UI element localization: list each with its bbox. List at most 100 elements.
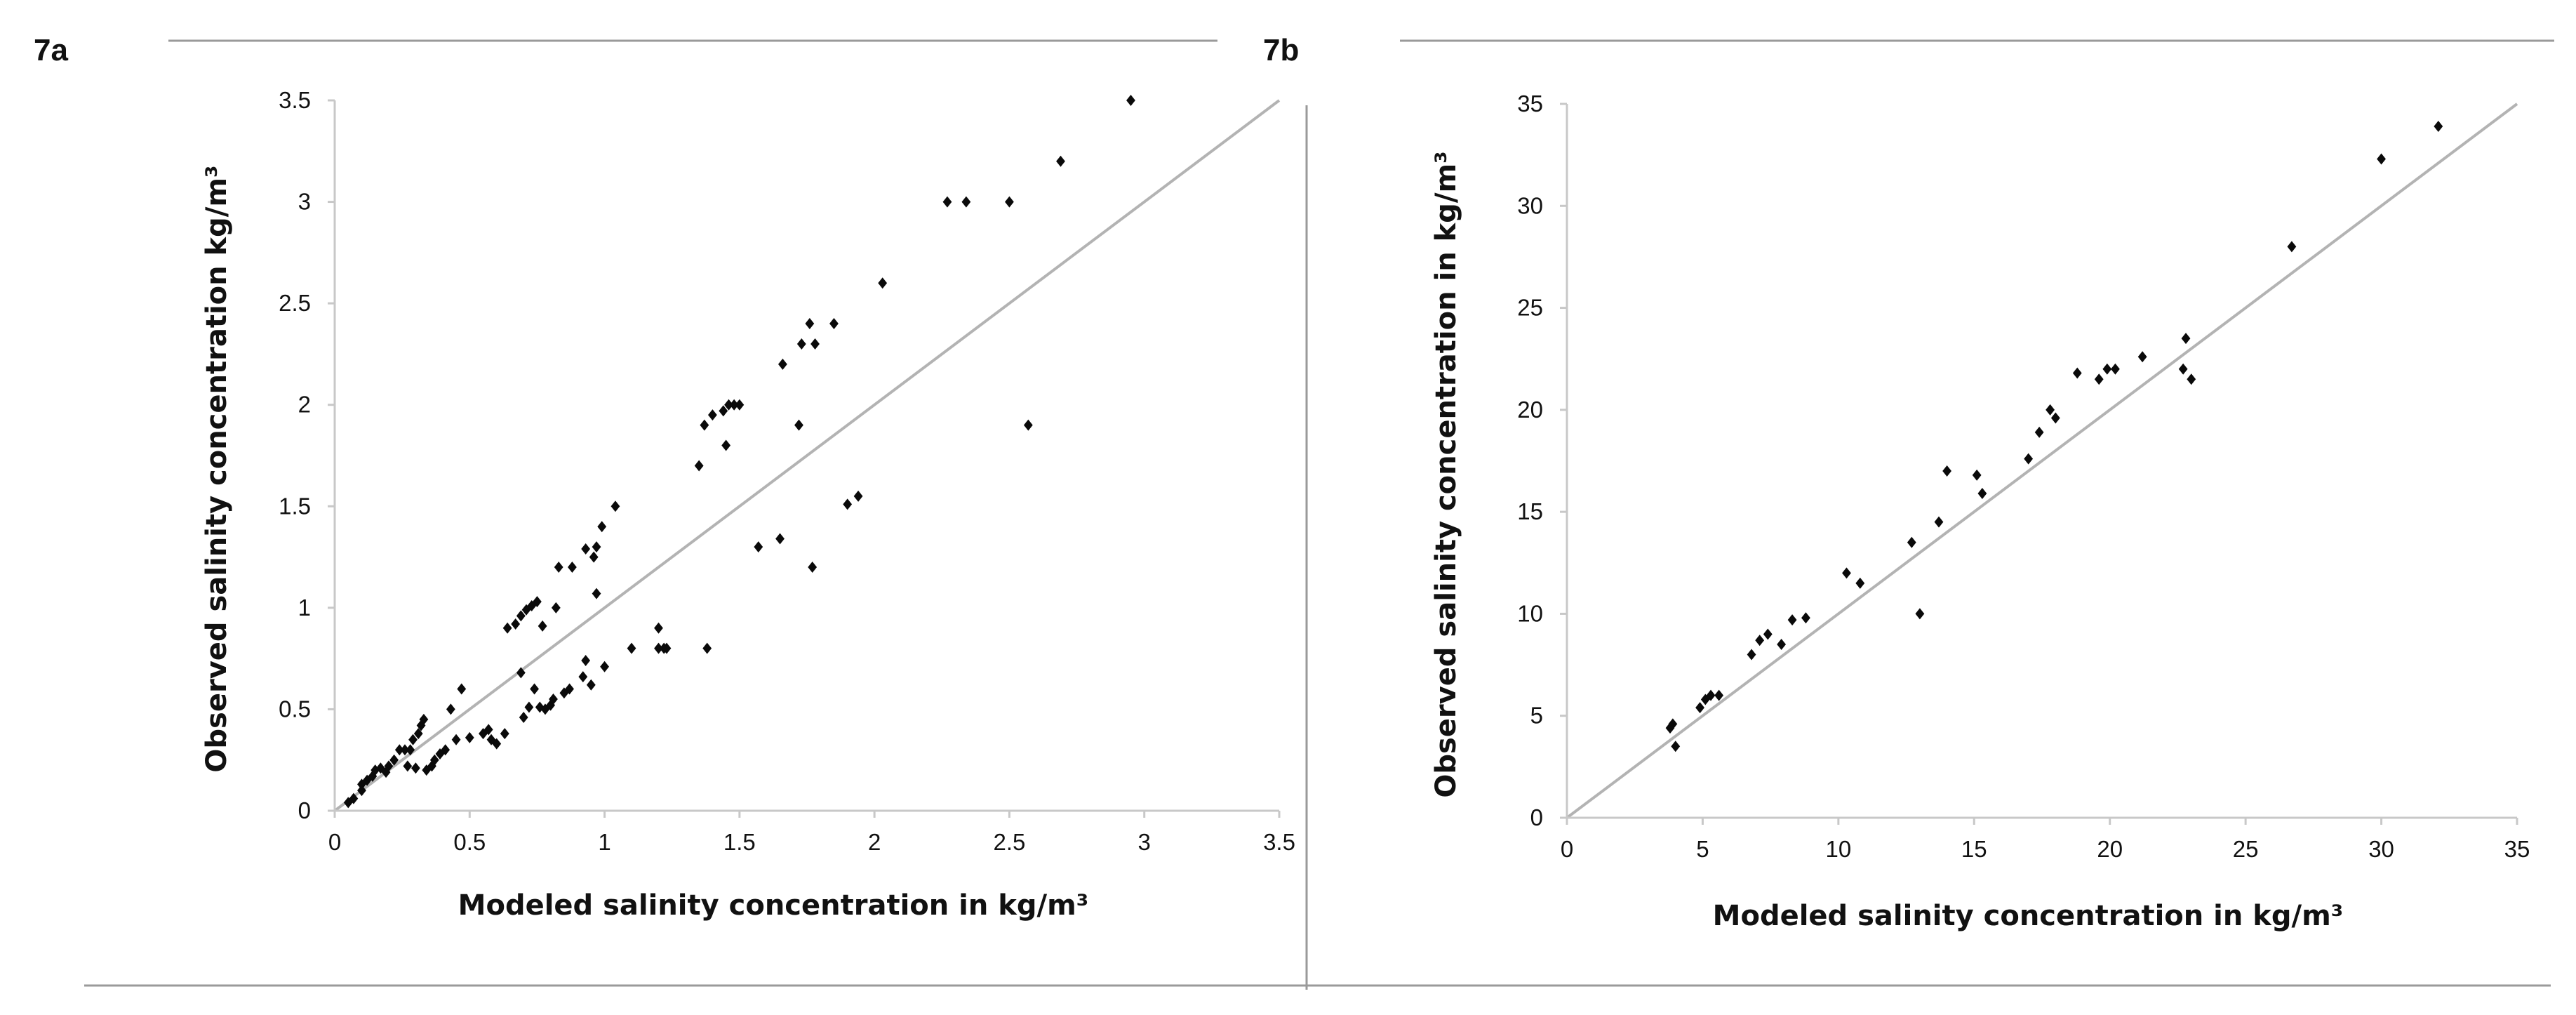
data-point-7a <box>403 760 413 772</box>
data-point-7b <box>1972 469 1982 481</box>
data-point-7a <box>565 683 574 695</box>
data-point-7a <box>349 792 359 804</box>
data-point-7a <box>492 738 502 750</box>
data-point-7a <box>662 642 672 654</box>
data-point-7b <box>1671 741 1681 752</box>
data-point-7a <box>794 419 803 431</box>
data-point-7a <box>1126 95 1135 106</box>
data-point-7a <box>530 683 539 695</box>
data-point-7a <box>586 679 596 691</box>
x-tick-label-7b: 0 <box>1561 836 1573 862</box>
data-point-7a <box>413 728 423 740</box>
data-point-7a <box>408 734 418 745</box>
data-point-7a <box>524 701 534 713</box>
x-tick-label-7b: 25 <box>2233 836 2259 862</box>
data-point-7b <box>2137 351 2147 363</box>
data-point-7a <box>721 439 731 451</box>
data-point-7a <box>419 713 429 725</box>
data-point-7a <box>1005 196 1014 208</box>
data-point-7b <box>1915 608 1925 620</box>
y-tick-label-7a: 1 <box>298 595 311 621</box>
data-point-7b <box>2111 363 2120 375</box>
y-tick-label-7a: 0.5 <box>279 696 311 722</box>
x-tick-label-7a: 0.5 <box>453 829 486 855</box>
data-point-7a <box>878 277 888 289</box>
data-point-7a <box>483 724 493 736</box>
data-point-7b <box>1907 536 1916 548</box>
data-point-7b <box>2187 373 2196 385</box>
data-point-7a <box>592 541 601 553</box>
data-point-7a <box>796 338 806 350</box>
data-point-7a <box>719 405 728 417</box>
data-point-7b <box>2178 363 2188 375</box>
data-point-7a <box>581 543 591 555</box>
data-point-7a <box>343 797 353 809</box>
data-point-7a <box>451 734 461 745</box>
data-point-7a <box>389 754 399 766</box>
data-point-7a <box>1056 155 1065 167</box>
data-point-7a <box>502 622 512 634</box>
y-axis-title-7a: Observed salinity concentration kg/m³ <box>201 165 233 772</box>
data-point-7a <box>778 358 787 370</box>
data-point-7b <box>1747 649 1756 661</box>
panel-label-a: 7a <box>34 33 68 67</box>
data-point-7a <box>810 338 820 350</box>
x-axis-title-7a: Modeled salinity concentration in kg/m³ <box>458 889 1089 922</box>
data-point-7a <box>400 744 410 756</box>
reference-line-7b <box>1566 102 2518 819</box>
data-point-7a <box>589 551 599 563</box>
data-point-7a <box>549 693 558 705</box>
data-point-7a <box>511 618 521 630</box>
data-point-7a <box>581 655 591 667</box>
y-tick-label-7b: 20 <box>1517 397 1543 423</box>
data-point-7b <box>1801 612 1810 624</box>
x-tick-label-7a: 2 <box>868 829 881 855</box>
data-point-7a <box>702 642 712 654</box>
x-tick-label-7a: 0 <box>328 829 341 855</box>
data-point-7a <box>465 731 474 743</box>
data-point-7b <box>1977 487 1987 499</box>
data-point-7a <box>533 596 542 608</box>
data-point-7a <box>724 399 733 411</box>
data-point-7a <box>441 744 451 756</box>
data-point-7b <box>1668 718 1678 730</box>
data-point-7b <box>2102 363 2112 375</box>
data-point-7a <box>708 409 717 421</box>
panel-label-b: 7b <box>1263 33 1299 67</box>
data-point-7a <box>610 500 620 512</box>
y-tick-label-7b: 10 <box>1517 600 1543 626</box>
data-point-7a <box>516 610 526 622</box>
x-tick-label-7b: 15 <box>1961 836 1987 862</box>
x-tick-label-7a: 3 <box>1138 829 1151 855</box>
y-tick-label-7b: 30 <box>1517 192 1543 218</box>
data-point-7a <box>805 318 815 330</box>
x-tick-label-7b: 35 <box>2504 836 2530 862</box>
data-point-7b <box>2034 426 2044 438</box>
data-point-7a <box>735 399 745 411</box>
y-tick-label-7a: 3 <box>298 189 311 215</box>
data-point-7b <box>2046 404 2055 416</box>
data-point-7a <box>568 562 577 573</box>
data-point-7b <box>1763 628 1773 640</box>
data-point-7a <box>843 498 853 510</box>
data-point-7a <box>627 642 636 654</box>
data-point-7b <box>2072 367 2082 379</box>
data-point-7a <box>1023 419 1033 431</box>
data-point-7b <box>1714 689 1724 701</box>
x-tick-label-7a: 2.5 <box>993 829 1025 855</box>
data-point-7a <box>775 533 785 545</box>
data-point-7a <box>853 490 863 502</box>
data-point-7a <box>694 460 704 472</box>
data-point-7b <box>1934 516 1944 528</box>
data-point-7a <box>357 785 366 797</box>
data-point-7b <box>1755 635 1765 646</box>
data-point-7b <box>1942 465 1951 477</box>
data-point-7a <box>457 683 467 695</box>
data-point-7a <box>829 318 839 330</box>
data-point-7b <box>1787 614 1797 626</box>
y-tick-label-7a: 3.5 <box>279 87 311 113</box>
data-point-7b <box>2024 453 2034 465</box>
y-tick-label-7b: 5 <box>1530 703 1543 729</box>
data-point-7a <box>961 196 971 208</box>
